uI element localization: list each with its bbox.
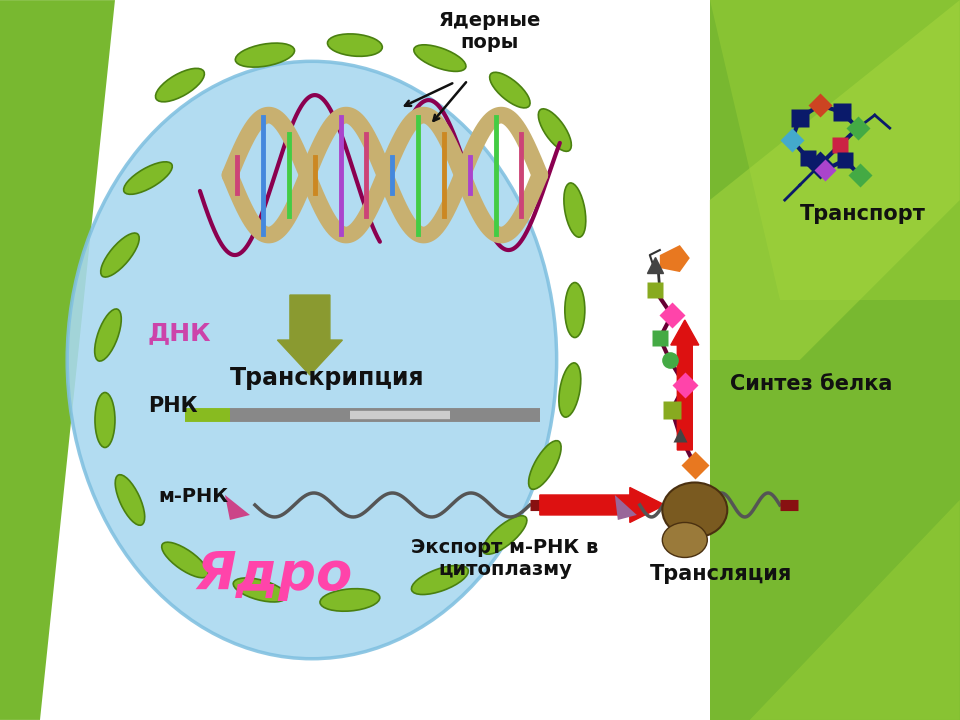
Text: Трансляция: Трансляция xyxy=(650,564,792,584)
Ellipse shape xyxy=(559,363,581,417)
Ellipse shape xyxy=(235,43,295,67)
Ellipse shape xyxy=(662,523,708,557)
FancyArrow shape xyxy=(277,295,343,375)
Text: Транспорт: Транспорт xyxy=(800,204,925,224)
Ellipse shape xyxy=(95,309,121,361)
Text: ДНК: ДНК xyxy=(148,321,211,345)
Ellipse shape xyxy=(662,482,728,537)
Text: РНК: РНК xyxy=(148,396,198,416)
Ellipse shape xyxy=(539,109,571,151)
Text: Экспорт м-РНК в
цитоплазму: Экспорт м-РНК в цитоплазму xyxy=(411,538,598,579)
Ellipse shape xyxy=(412,565,468,595)
Polygon shape xyxy=(660,245,690,272)
Ellipse shape xyxy=(233,578,287,602)
Ellipse shape xyxy=(320,589,380,611)
FancyArrow shape xyxy=(671,320,699,450)
Ellipse shape xyxy=(483,516,527,554)
FancyArrow shape xyxy=(540,487,665,523)
Ellipse shape xyxy=(101,233,139,277)
Polygon shape xyxy=(0,0,115,720)
Text: Ядерные
поры: Ядерные поры xyxy=(439,11,541,52)
Ellipse shape xyxy=(490,72,530,108)
Ellipse shape xyxy=(564,183,586,237)
Ellipse shape xyxy=(67,61,557,659)
Polygon shape xyxy=(709,0,960,300)
Polygon shape xyxy=(750,500,960,720)
Ellipse shape xyxy=(115,474,145,526)
Polygon shape xyxy=(709,0,960,720)
Polygon shape xyxy=(709,0,960,360)
Ellipse shape xyxy=(95,392,115,448)
Polygon shape xyxy=(614,495,636,520)
Ellipse shape xyxy=(161,542,208,577)
Text: Транскрипция: Транскрипция xyxy=(230,366,424,390)
Text: м-РНК: м-РНК xyxy=(158,487,228,506)
Text: Ядро: Ядро xyxy=(195,549,352,601)
Ellipse shape xyxy=(156,68,204,102)
Ellipse shape xyxy=(124,162,172,194)
Ellipse shape xyxy=(327,34,382,56)
Ellipse shape xyxy=(529,441,561,490)
Ellipse shape xyxy=(564,282,585,338)
Ellipse shape xyxy=(414,45,466,71)
Polygon shape xyxy=(225,495,250,520)
Text: Синтез белка: Синтез белка xyxy=(730,374,892,394)
